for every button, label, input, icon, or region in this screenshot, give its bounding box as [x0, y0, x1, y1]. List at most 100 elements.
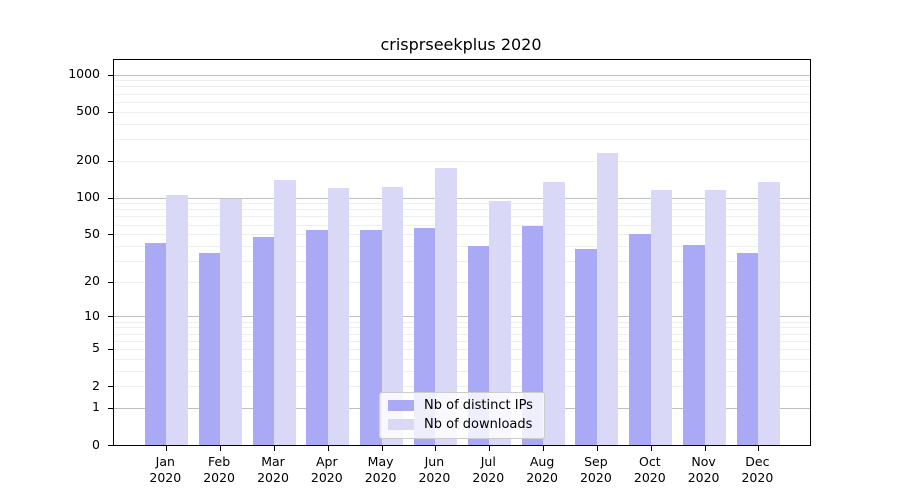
y-tick [108, 160, 113, 162]
bar-nb-of-distinct-ips-mar-2020 [252, 237, 274, 445]
x-tick-label: Feb 2020 [203, 454, 235, 485]
legend-swatch-distinct-ips [388, 400, 414, 411]
x-tick-label: Jul 2020 [472, 454, 505, 485]
bar-nb-of-downloads-may-2020 [381, 186, 404, 445]
y-tick-label: 200 [76, 152, 100, 168]
gridline-minor [114, 281, 810, 283]
x-tick [758, 446, 760, 451]
bar-nb-of-distinct-ips-feb-2020 [198, 252, 221, 445]
x-tick [489, 446, 491, 451]
x-tick [327, 446, 329, 451]
y-tick-label: 5 [92, 340, 100, 356]
gridline-minor [114, 340, 810, 342]
x-axis: Jan 2020 Feb 2020 Mar 2020 Apr 2020 May 2020… [113, 453, 809, 493]
x-tick-label: Sep 2020 [579, 454, 612, 485]
legend-label: Nb of downloads [424, 417, 533, 432]
y-tick-label: 500 [76, 103, 100, 119]
y-tick [108, 445, 113, 446]
bar-nb-of-downloads-jun-2020 [435, 167, 457, 445]
x-tick [274, 446, 275, 451]
x-tick-label: Jan 2020 [149, 454, 182, 485]
gridline-minor [114, 138, 810, 140]
bar-nb-of-distinct-ips-apr-2020 [306, 230, 328, 445]
x-tick [596, 446, 598, 451]
y-tick-label: 1000 [68, 66, 100, 81]
y-tick-label: 0 [92, 436, 100, 452]
plot-area [108, 59, 811, 451]
x-tick-label: Jun 2020 [418, 454, 451, 485]
x-tick [704, 446, 706, 451]
x-tick-label: Aug 2020 [526, 454, 558, 485]
bar-nb-of-downloads-aug-2020 [543, 182, 565, 445]
gridline-minor [114, 370, 810, 372]
gridline-minor [114, 80, 810, 82]
y-tick-label: 1 [92, 399, 100, 415]
y-tick-label: 20 [84, 273, 100, 289]
x-tick-label: Nov 2020 [687, 454, 720, 485]
bar-nb-of-distinct-ips-jun-2020 [413, 228, 436, 445]
x-tick [435, 446, 437, 451]
gridline-minor [114, 123, 810, 125]
y-tick [108, 407, 113, 409]
legend: Nb of distinct IPs Nb of downloads [379, 392, 545, 439]
x-tick [381, 446, 383, 451]
gridline-minor [114, 333, 810, 335]
bar-nb-of-distinct-ips-sep-2020 [575, 248, 597, 445]
x-tick [543, 446, 545, 451]
gridline-minor [114, 224, 810, 226]
gridline-minor [114, 93, 810, 95]
bar-nb-of-downloads-apr-2020 [327, 188, 350, 445]
x-tick-label: May 2020 [364, 454, 397, 485]
gridline-minor [114, 160, 810, 162]
gridline-minor [114, 86, 810, 88]
bar-nb-of-downloads-mar-2020 [274, 179, 296, 445]
legend-row: Nb of downloads [388, 415, 533, 434]
gridline-major [114, 316, 810, 318]
bar-nb-of-downloads-jul-2020 [489, 201, 511, 445]
x-tick-label: Apr 2020 [310, 454, 343, 485]
y-tick [108, 316, 113, 318]
gridline-minor [114, 386, 810, 388]
gridline-major [114, 74, 810, 76]
legend-row: Nb of distinct IPs [388, 396, 533, 415]
bar-nb-of-distinct-ips-dec-2020 [736, 252, 759, 445]
y-tick [108, 111, 113, 113]
bar-nb-of-downloads-dec-2020 [758, 182, 780, 445]
bar-nb-of-downloads-oct-2020 [650, 189, 673, 445]
y-tick-label: 2 [92, 377, 100, 393]
gridline-minor [114, 348, 810, 350]
gridline-minor [114, 216, 810, 218]
y-tick-label: 100 [76, 189, 100, 204]
gridline-minor [114, 111, 810, 113]
y-tick [108, 348, 113, 350]
x-tick-label: Oct 2020 [633, 454, 666, 485]
gridline-minor [114, 101, 810, 103]
bar-nb-of-distinct-ips-aug-2020 [521, 226, 544, 445]
bar-nb-of-downloads-sep-2020 [596, 152, 619, 445]
y-tick [108, 197, 113, 199]
x-tick [166, 446, 168, 451]
legend-label: Nb of distinct IPs [424, 398, 533, 413]
gridline-minor [114, 327, 810, 329]
y-tick [108, 74, 113, 76]
gridline-minor [114, 321, 810, 323]
gridline-minor [114, 245, 810, 247]
bar-nb-of-distinct-ips-nov-2020 [683, 244, 705, 445]
y-tick [108, 234, 113, 236]
y-tick-label: 10 [84, 307, 100, 323]
x-tick-label: Dec 2020 [741, 454, 774, 485]
y-tick-label: 50 [84, 225, 100, 241]
gridline-minor [114, 209, 810, 211]
y-tick [108, 386, 113, 388]
gridline-minor [114, 260, 810, 262]
bar-nb-of-downloads-jan-2020 [166, 194, 188, 445]
gridline-major [114, 197, 810, 199]
bar-nb-of-downloads-feb-2020 [220, 199, 242, 445]
chart-title: crisprseekplus 2020 [380, 35, 542, 54]
bar-nb-of-downloads-nov-2020 [704, 189, 727, 445]
bar-nb-of-distinct-ips-may-2020 [360, 230, 382, 445]
x-tick-label: Mar 2020 [257, 454, 289, 485]
y-tick [108, 281, 113, 283]
bar-nb-of-distinct-ips-jan-2020 [144, 243, 167, 445]
